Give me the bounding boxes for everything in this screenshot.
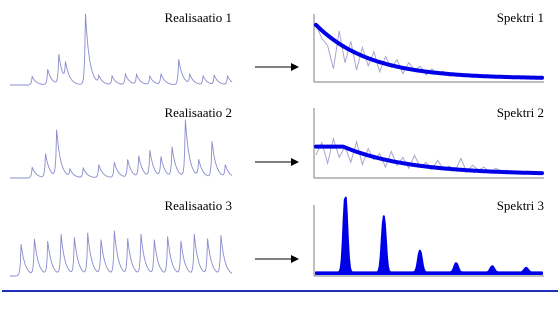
realization-3-label: Realisaatio 3 [164,198,232,213]
realization-3-curve [10,230,233,277]
spectrum-2-smooth-curve [314,144,544,176]
spectrum-1-label: Spektri 1 [497,10,544,25]
realization-2-curve [10,119,233,179]
spectrum-1-smooth-curve [314,22,544,80]
row-2: Realisaatio 2 Spektri 2 [10,105,544,179]
spectrum-3-smooth-curve [315,196,543,275]
row-3: Realisaatio 3 Spektri 3 [10,196,544,277]
spectrum-3-axes [313,205,544,277]
spectrum-2-axes [313,108,544,179]
spectrum-2-label: Spektri 2 [497,105,544,120]
row-1: Realisaatio 1 Spektri 1 [10,10,544,86]
realization-1-label: Realisaatio 1 [164,10,232,25]
realization-1-curve [10,13,233,86]
spectrum-3-label: Spektri 3 [497,198,544,213]
footer-divider [2,290,558,292]
realization-2-label: Realisaatio 2 [164,105,232,120]
spectrum-1-axes [313,14,544,83]
